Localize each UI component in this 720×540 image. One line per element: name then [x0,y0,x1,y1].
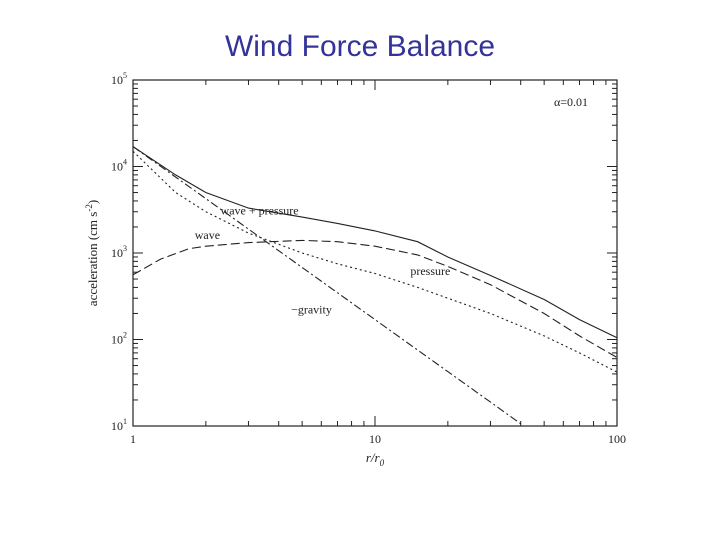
x-axis-title: r/r0 [366,450,385,468]
y-tick-label: 105 [111,71,127,87]
series-line-pressure [133,150,617,373]
x-tick-label: 10 [369,432,381,446]
axis-ticks: 1 10 100 101 102 103 104 105 [111,71,626,446]
alpha-annotation: α=0.01 [554,95,588,109]
y-axis-title: acceleration (cm s-2) [84,200,100,306]
series-layer [133,146,617,426]
series-line-wave [133,239,617,358]
y-tick-label: 101 [111,417,127,433]
x-tick-label: 100 [608,432,626,446]
slide-title: Wind Force Balance [224,30,496,63]
series-line-gravity [133,146,525,426]
y-tick-label: 103 [111,244,127,260]
series-label-pressure: pressure [410,264,450,278]
x-tick-label: 1 [130,432,136,446]
y-tick-label: 102 [111,331,127,347]
series-label-gravity: −gravity [291,302,332,316]
series-label-wave_pressure: wave + pressure [221,203,299,217]
series-line-wave_pressure [133,146,617,339]
plot-frame [132,79,618,427]
series-label-wave: wave [195,228,220,242]
y-tick-label: 104 [111,158,127,174]
